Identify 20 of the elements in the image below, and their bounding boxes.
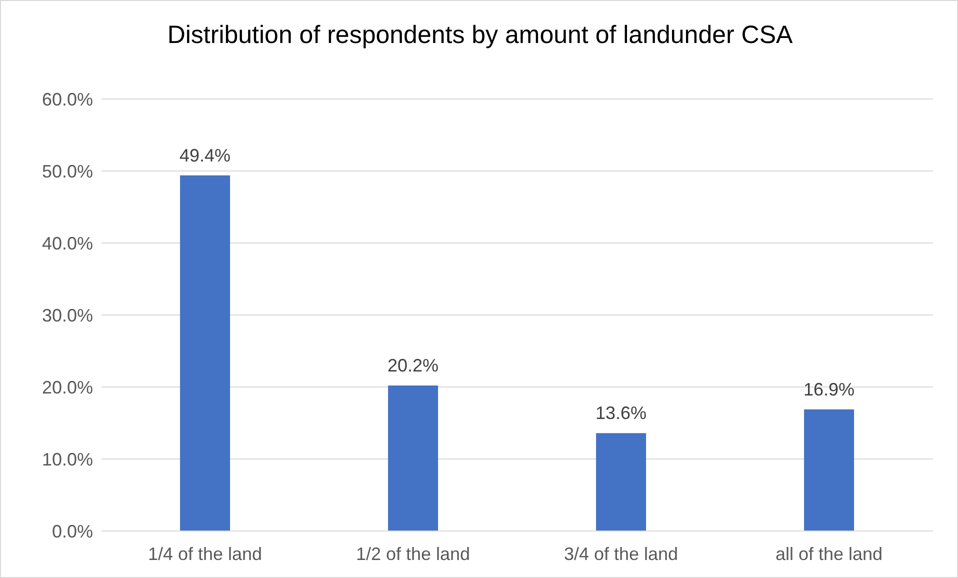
x-tick-label: 1/4 of the land	[148, 544, 262, 564]
x-tick-label: 1/2 of the land	[356, 544, 470, 564]
y-tick-label: 60.0%	[42, 89, 93, 110]
data-label: 16.9%	[804, 379, 855, 400]
data-label: 49.4%	[180, 145, 231, 166]
bar	[180, 175, 230, 531]
y-tick-label: 20.0%	[42, 377, 93, 398]
x-tick-label: 3/4 of the land	[564, 544, 678, 564]
y-tick-label: 0.0%	[52, 521, 93, 542]
bar	[804, 409, 854, 531]
chart-title: Distribution of respondents by amount of landunder CSA	[166, 21, 794, 50]
bar	[596, 433, 646, 531]
y-tick-label: 10.0%	[42, 449, 93, 470]
bar	[388, 386, 438, 531]
y-tick-label: 50.0%	[42, 161, 93, 182]
data-label: 20.2%	[388, 356, 439, 376]
x-tick-label: all of the land	[775, 544, 883, 564]
y-tick-label: 30.0%	[42, 305, 93, 326]
y-tick-label: 40.0%	[42, 233, 93, 254]
data-label: 13.6%	[596, 403, 647, 424]
